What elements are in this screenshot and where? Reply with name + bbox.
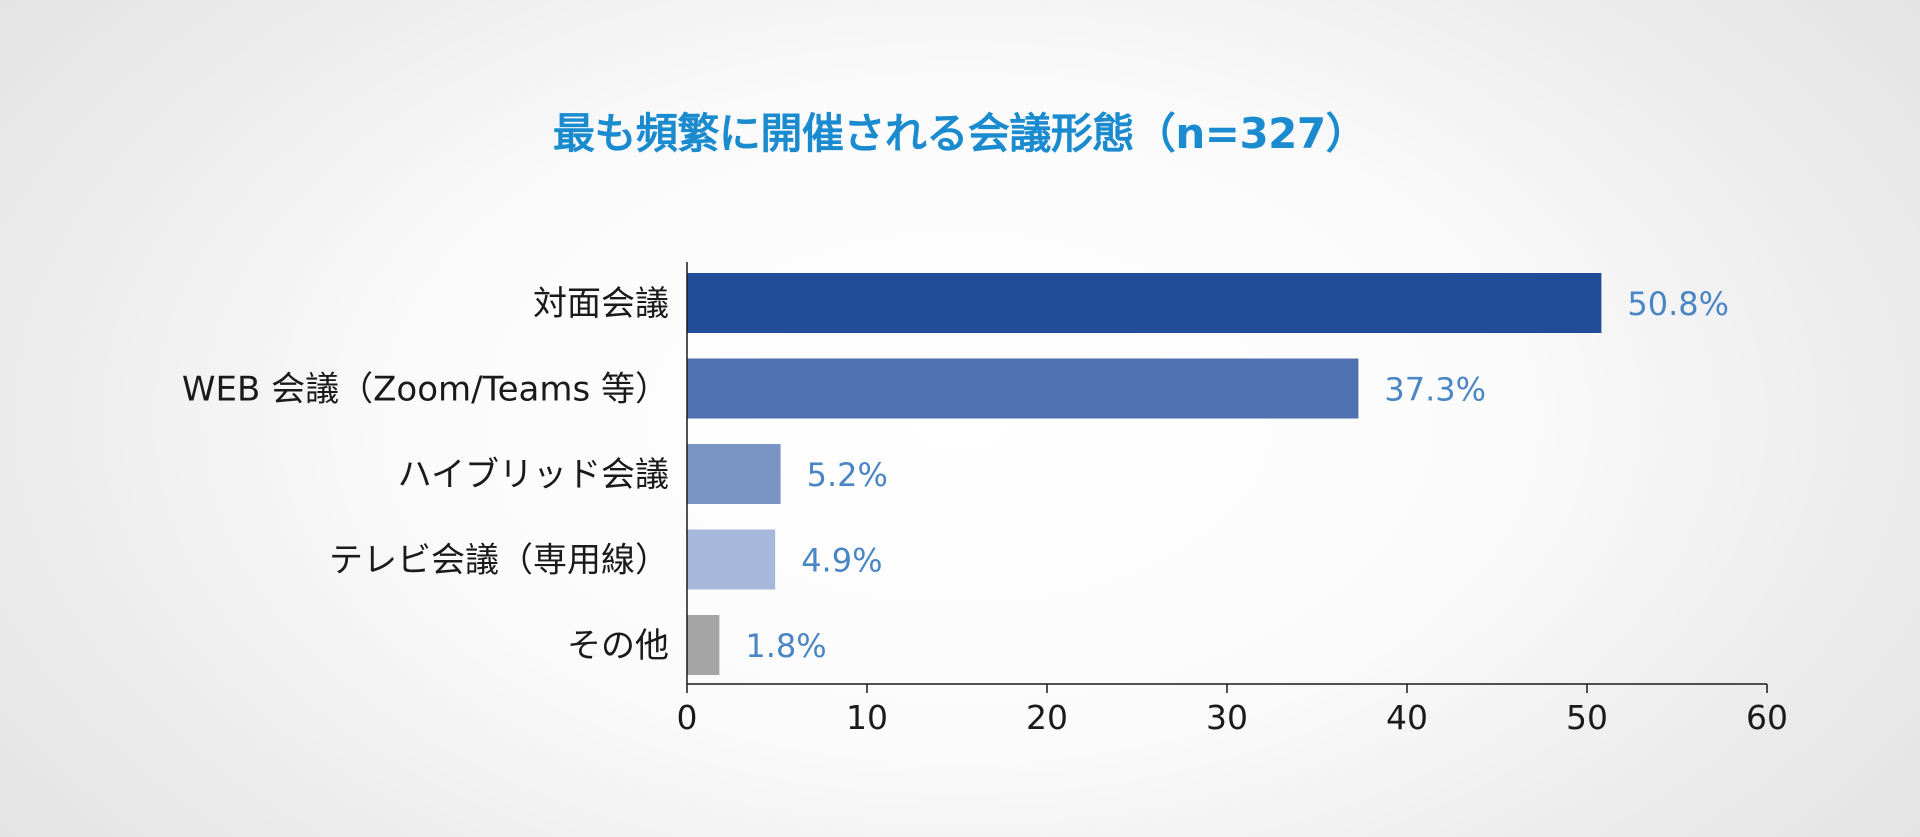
bars-layer <box>687 273 1602 675</box>
bar-3 <box>687 529 776 590</box>
category-label: ハイブリッド会議 <box>398 455 669 495</box>
category-label: テレビ会議（専用線） <box>329 541 669 581</box>
data-label: 37.3% <box>1384 371 1486 409</box>
x-tick-label: 10 <box>846 698 888 737</box>
data-label: 4.9% <box>801 542 882 580</box>
bar-1 <box>687 358 1359 419</box>
category-label: 対面会議 <box>533 284 669 324</box>
x-tick-label: 60 <box>1746 698 1788 737</box>
x-tick-label: 40 <box>1386 698 1428 737</box>
category-label: その他 <box>567 626 669 666</box>
x-tick-label: 30 <box>1206 698 1248 737</box>
data-label: 1.8% <box>745 627 826 665</box>
labels-layer: 対面会議 50.8% WEB 会議（Zoom/Teams 等） 37.3% ハイブリッド… <box>182 284 1729 666</box>
axis-layer: 0 10 20 30 40 50 60 <box>677 262 1788 737</box>
x-tick-label: 0 <box>677 698 698 737</box>
chart-title: 最も頻繁に開催される会議形態（n=327） <box>552 109 1368 158</box>
bar-0 <box>687 273 1602 333</box>
category-label: WEB 会議（Zoom/Teams 等） <box>182 370 669 410</box>
x-tick-label: 50 <box>1566 698 1608 737</box>
x-tick-label: 20 <box>1026 698 1068 737</box>
bar-4 <box>687 615 720 675</box>
data-label: 50.8% <box>1627 285 1729 323</box>
data-label: 5.2% <box>807 456 888 494</box>
bar-2 <box>687 444 781 504</box>
